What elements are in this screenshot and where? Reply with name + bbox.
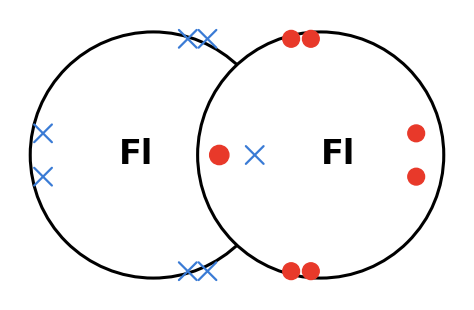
- Circle shape: [283, 30, 300, 47]
- Circle shape: [30, 32, 276, 278]
- Circle shape: [302, 30, 319, 47]
- Circle shape: [210, 145, 229, 165]
- Circle shape: [408, 168, 425, 185]
- Text: Fl: Fl: [321, 139, 356, 171]
- Circle shape: [408, 125, 425, 142]
- Circle shape: [302, 263, 319, 280]
- Circle shape: [198, 32, 444, 278]
- Text: Fl: Fl: [118, 139, 153, 171]
- Circle shape: [283, 263, 300, 280]
